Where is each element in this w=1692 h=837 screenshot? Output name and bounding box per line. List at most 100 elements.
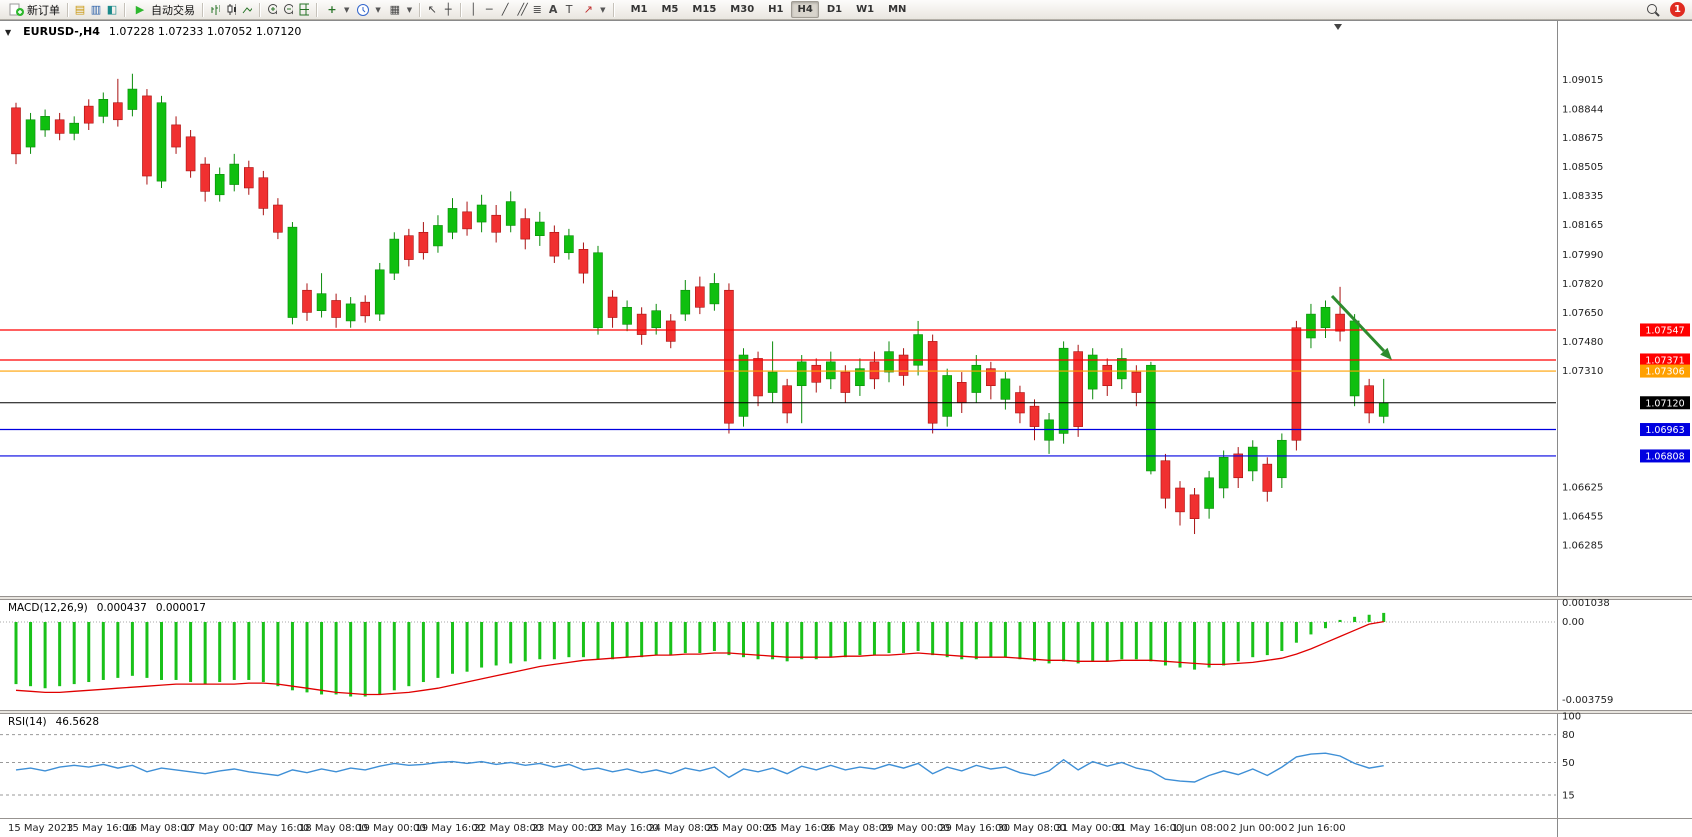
svg-text:1.06625: 1.06625 xyxy=(1562,483,1603,494)
svg-text:16 May 08:00: 16 May 08:00 xyxy=(124,823,193,834)
toolbar-right: 1 xyxy=(1645,2,1687,17)
svg-text:1.07120: 1.07120 xyxy=(1645,398,1684,409)
svg-text:17 May 16:00: 17 May 16:00 xyxy=(241,823,310,834)
svg-text:1.07650: 1.07650 xyxy=(1562,308,1603,319)
timeframe-m15[interactable]: M15 xyxy=(692,4,717,15)
text-tool-icon[interactable]: A xyxy=(548,3,558,16)
toolbar: 新订单 ▤ ▥ ◧ ▶ 自动交易 + ▼ ▼ ▦ ▼ ↖ ┼ │ ─ ╱ ╱╱ ≣ … xyxy=(0,0,1692,20)
svg-text:1.06808: 1.06808 xyxy=(1645,451,1684,462)
macd-pane: 0.001038 0.00 -0.003759 xyxy=(0,598,1613,706)
svg-text:25 May 16:00: 25 May 16:00 xyxy=(765,823,834,834)
svg-text:22 May 08:00: 22 May 08:00 xyxy=(474,823,543,834)
svg-text:1.08844: 1.08844 xyxy=(1562,104,1603,115)
periods-button[interactable]: ▼ xyxy=(352,1,383,18)
toolbar-separator xyxy=(202,2,203,17)
zoom-out-icon[interactable] xyxy=(280,2,296,17)
svg-text:23 May 00:00: 23 May 00:00 xyxy=(532,823,601,834)
bar-chart-icon[interactable] xyxy=(207,2,223,17)
svg-text:31 May 16:00: 31 May 16:00 xyxy=(1114,823,1183,834)
svg-text:100: 100 xyxy=(1562,712,1581,723)
timeframe-h4[interactable]: H4 xyxy=(791,1,819,18)
toolbar-separator xyxy=(460,2,462,17)
timeframe-w1[interactable]: W1 xyxy=(856,4,875,15)
new-order-icon xyxy=(8,2,24,17)
svg-text:2 Jun 16:00: 2 Jun 16:00 xyxy=(1288,823,1345,834)
fibonacci-tool-icon[interactable]: ≣ xyxy=(532,3,542,16)
toolbar-separator xyxy=(419,2,421,17)
vertical-line-tool-icon[interactable]: │ xyxy=(469,3,477,16)
new-order-label: 新订单 xyxy=(27,3,60,17)
rsi-pane: 100 80 50 15 xyxy=(0,712,1581,802)
horizontal-line-tool-icon[interactable]: ─ xyxy=(485,3,493,16)
svg-text:0.001038: 0.001038 xyxy=(1562,598,1610,609)
chevron-down-icon: ▼ xyxy=(375,5,381,14)
timeframe-h1[interactable]: H1 xyxy=(768,4,784,15)
svg-text:1.07547: 1.07547 xyxy=(1645,325,1684,336)
collapse-triangle-icon[interactable]: ▼ xyxy=(5,28,12,37)
svg-text:1.09015: 1.09015 xyxy=(1562,75,1603,86)
notification-badge[interactable]: 1 xyxy=(1670,2,1685,17)
timeframe-mn[interactable]: MN xyxy=(888,4,907,15)
svg-text:1.08675: 1.08675 xyxy=(1562,133,1603,144)
svg-text:2 Jun 00:00: 2 Jun 00:00 xyxy=(1230,823,1287,834)
svg-text:1.07306: 1.07306 xyxy=(1645,367,1684,378)
svg-text:80: 80 xyxy=(1562,730,1575,741)
auto-trading-button[interactable]: ▶ 自动交易 xyxy=(129,1,198,19)
svg-text:0.00: 0.00 xyxy=(1562,617,1584,628)
arrows-tool-button[interactable]: ↗ ▼ xyxy=(583,3,606,16)
chevron-down-icon: ▼ xyxy=(600,5,606,14)
svg-text:17 May 00:00: 17 May 00:00 xyxy=(183,823,252,834)
toolbar-separator xyxy=(67,2,68,17)
trendline-tool-icon[interactable]: ╱ xyxy=(501,3,509,16)
timeframe-d1[interactable]: D1 xyxy=(826,4,843,15)
label-tool-icon[interactable]: T xyxy=(565,3,573,16)
timeframe-m30[interactable]: M30 xyxy=(730,4,755,15)
svg-text:1.06455: 1.06455 xyxy=(1562,512,1603,523)
svg-text:1.07310: 1.07310 xyxy=(1562,366,1603,377)
svg-text:19 May 16:00: 19 May 16:00 xyxy=(415,823,484,834)
svg-text:1.08335: 1.08335 xyxy=(1562,191,1603,202)
toolbar-separator xyxy=(316,2,317,17)
templates-button[interactable]: ▦ ▼ xyxy=(389,3,413,16)
toolbar-separator xyxy=(259,2,260,17)
line-chart-icon[interactable] xyxy=(239,2,255,17)
market-watch-icon[interactable]: ▥ xyxy=(90,3,102,16)
zoom-in-icon[interactable] xyxy=(264,2,280,17)
profiles-icon[interactable]: ▤ xyxy=(74,3,86,16)
svg-text:1.08505: 1.08505 xyxy=(1562,162,1603,173)
crosshair-tool-icon[interactable]: ┼ xyxy=(444,3,452,16)
chevron-down-icon: ▼ xyxy=(406,5,413,14)
svg-text:25 May 00:00: 25 May 00:00 xyxy=(706,823,775,834)
svg-text:1.06963: 1.06963 xyxy=(1645,425,1684,436)
svg-text:31 May 00:00: 31 May 00:00 xyxy=(1056,823,1125,834)
play-icon: ▶ xyxy=(135,3,145,16)
svg-text:1.07480: 1.07480 xyxy=(1562,337,1603,348)
tile-windows-icon[interactable] xyxy=(296,2,312,17)
channel-tool-icon[interactable]: ╱╱ xyxy=(517,3,528,16)
svg-text:29 May 00:00: 29 May 00:00 xyxy=(881,823,950,834)
cursor-tool-icon[interactable]: ↖ xyxy=(427,3,437,16)
price-axis[interactable]: 1.09015 1.08844 1.08675 1.08505 1.08335 1.081… xyxy=(1557,20,1604,837)
svg-text:15: 15 xyxy=(1562,791,1575,802)
svg-text:15 May 16:00: 15 May 16:00 xyxy=(66,823,135,834)
timeframe-m1[interactable]: M1 xyxy=(630,4,648,15)
svg-text:15 May 2023: 15 May 2023 xyxy=(8,823,73,834)
new-order-button[interactable]: 新订单 xyxy=(5,1,63,19)
navigator-icon[interactable]: ◧ xyxy=(106,3,118,16)
timeframe-m5[interactable]: M5 xyxy=(661,4,679,15)
toolbar-separator xyxy=(612,2,614,17)
auto-trading-label: 自动交易 xyxy=(151,3,195,17)
svg-text:1 Jun 08:00: 1 Jun 08:00 xyxy=(1172,823,1229,834)
candlestick-chart-icon[interactable] xyxy=(223,2,239,17)
candles xyxy=(11,73,1389,535)
indicators-button[interactable]: + ▼ xyxy=(327,3,350,16)
search-icon[interactable] xyxy=(1645,2,1661,17)
svg-text:1.07371: 1.07371 xyxy=(1645,355,1684,366)
svg-text:1.08165: 1.08165 xyxy=(1562,220,1603,231)
svg-text:50: 50 xyxy=(1562,758,1575,769)
trend-arrow-annotation[interactable] xyxy=(1330,294,1392,360)
svg-text:30 May 08:00: 30 May 08:00 xyxy=(997,823,1066,834)
